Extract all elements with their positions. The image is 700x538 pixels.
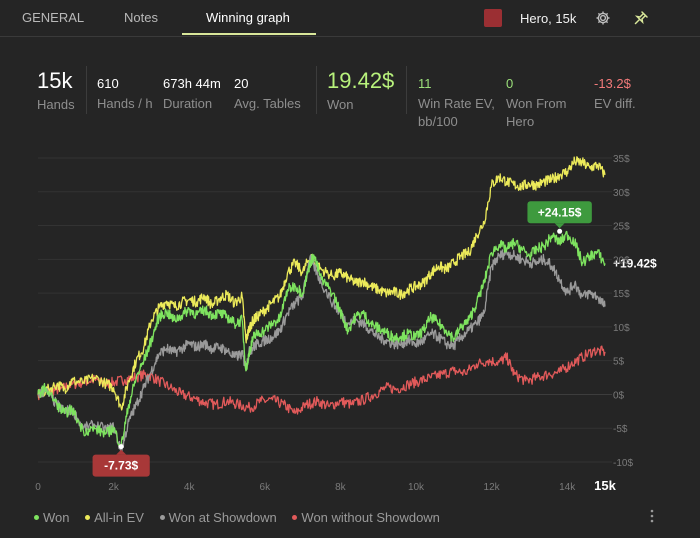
y-tick-label: 0$	[613, 390, 625, 401]
chart-ticks: 35$ 30$ 25$ 20$ 15$ 10$ 5$ 0$ -5$ -10$ 0 2k 4k 6k 8k 10…	[35, 154, 633, 493]
stat-divider	[316, 66, 317, 114]
chart-annotations: +24.15$ -7.73$ +19.42$	[92, 201, 657, 477]
stat-ev-diff-label: EV diff.	[594, 96, 636, 111]
annotation-badge-bg	[92, 454, 150, 477]
annotation-badge: +24.15$	[527, 201, 592, 234]
player-label[interactable]: Hero, 15k	[520, 11, 577, 26]
legend-item-won-at-showdown[interactable]: Won at Showdown	[159, 510, 277, 525]
legend-item-all-in-ev[interactable]: All-in EV	[85, 510, 144, 525]
tab-notes[interactable]: Notes	[124, 10, 158, 25]
y-tick-label: 25$	[613, 222, 630, 233]
y-tick-label: -5$	[613, 424, 628, 435]
stat-avg-tables-value: 20	[234, 76, 249, 91]
annotation-badge: -7.73$	[92, 444, 150, 477]
legend-label: Won at Showdown	[168, 510, 277, 525]
stat-won-from-hero-label2: Hero	[506, 114, 535, 129]
legend-label: Won without Showdown	[301, 510, 440, 525]
legend-label: Won	[43, 510, 70, 525]
legend-dot	[85, 515, 91, 521]
active-tab-indicator	[182, 33, 316, 35]
x-tick-label: 10k	[408, 482, 425, 493]
stat-won-value: 19.42$	[327, 68, 395, 93]
x-tick-label: 2k	[108, 482, 120, 493]
x-tick-label: 4k	[184, 482, 196, 493]
stat-won-from-hero-label: Won From	[506, 96, 567, 111]
x-tick-label: 6k	[260, 482, 272, 493]
stat-ev-diff: -13.2$ EV diff.	[594, 76, 636, 113]
stat-win-rate-ev-value: 11	[418, 76, 432, 91]
legend-item-won-without-showdown[interactable]: Won without Showdown	[292, 510, 440, 525]
x-tick-label: 14k	[559, 482, 576, 493]
player-color-swatch[interactable]	[484, 9, 502, 27]
stat-avg-tables: 20 Avg. Tables	[234, 76, 301, 113]
tab-winning-graph[interactable]: Winning graph	[206, 10, 290, 25]
chart-series	[37, 156, 606, 455]
x-tick-label: 15k	[594, 478, 616, 493]
annotation-pointer	[554, 223, 565, 229]
series-line-won	[37, 230, 606, 448]
annotation-dot	[557, 228, 563, 234]
legend-item-won[interactable]: Won	[34, 510, 70, 525]
legend-dot	[34, 515, 39, 521]
stat-hands-value: 15k	[37, 68, 73, 93]
winning-graph-chart: +24.15$ -7.73$ +19.42$ 35$ 30$ 25$ 20$ 15$ 10$ 5…	[35, 154, 657, 493]
annotation-label: -7.73$	[104, 459, 138, 473]
stat-ev-diff-value: -13.2$	[594, 76, 631, 91]
chart-grid	[38, 157, 612, 463]
tab-general[interactable]: GENERAL	[22, 10, 85, 25]
y-tick-label: 30$	[613, 188, 630, 199]
stat-won-from-hero: 0 Won From Hero	[506, 76, 566, 131]
stat-win-rate-ev-unit: bb/100	[418, 114, 458, 129]
stat-divider	[86, 66, 87, 114]
legend-dot	[159, 515, 165, 521]
y-tick-label: -10$	[613, 458, 633, 469]
stat-avg-tables-label: Avg. Tables	[234, 96, 301, 111]
pin-icon[interactable]	[633, 10, 649, 26]
x-tick-label: 8k	[335, 482, 347, 493]
gear-icon[interactable]	[595, 10, 611, 26]
stat-duration-label: Duration	[163, 96, 213, 111]
vertical-dots-icon[interactable]	[648, 508, 656, 524]
legend-dot	[292, 515, 298, 521]
stat-hands-per-hour-value: 610	[97, 76, 119, 91]
x-tick-label: 12k	[484, 482, 501, 493]
stat-divider	[406, 66, 407, 114]
y-tick-label: 10$	[613, 323, 630, 334]
stat-win-rate-ev: 11 Win Rate EV, bb/100	[418, 76, 495, 131]
annotation-label: +24.15$	[538, 205, 582, 219]
stat-hands-per-hour-label: Hands / h	[97, 96, 153, 111]
annotation-dot	[118, 444, 124, 450]
y-tick-label: 5$	[613, 357, 625, 368]
stat-won: 19.42$ Won	[327, 68, 394, 114]
y-tick-label: 35$	[613, 154, 630, 165]
stat-duration: 673h 44m Duration	[163, 76, 221, 113]
annotation-pointer	[116, 449, 127, 455]
stat-won-label: Won	[327, 97, 354, 112]
legend-label: All-in EV	[94, 510, 144, 525]
stat-hands-label: Hands	[37, 97, 75, 112]
chart-legend: Won All-in EV Won at Showdown Won withou…	[34, 510, 452, 525]
x-tick-label: 0	[35, 482, 41, 493]
tab-bar: GENERAL Notes Winning graph	[0, 0, 700, 37]
stat-won-from-hero-value: 0	[506, 76, 514, 91]
series-line-won-at-showdown	[37, 248, 606, 455]
stat-hands: 15k Hands	[37, 68, 75, 114]
y-tick-label: 15$	[613, 289, 630, 300]
current-value-label: +19.42$	[613, 256, 657, 270]
annotation-badge-bg	[527, 201, 592, 224]
stat-win-rate-ev-label: Win Rate EV,	[418, 96, 495, 111]
y-tick-label: 20$	[613, 255, 630, 266]
stat-duration-value: 673h 44m	[163, 76, 221, 91]
stat-hands-per-hour: 610 Hands / h	[97, 76, 153, 113]
